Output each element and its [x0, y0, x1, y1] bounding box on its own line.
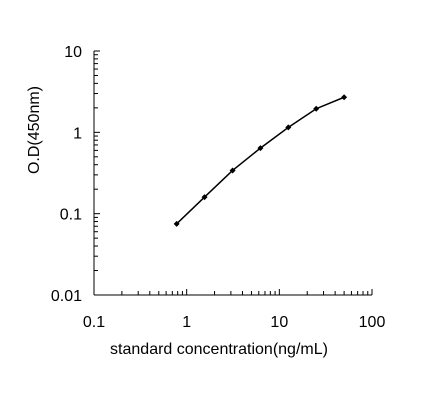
ticks [93, 50, 373, 296]
series-line [176, 96, 345, 225]
series-layer [173, 94, 348, 227]
data-point [173, 220, 180, 227]
data-point [341, 94, 348, 101]
x-axis-title: standard concentration(ng/mL) [110, 341, 328, 358]
y-tick-label: 1 [73, 125, 82, 142]
data-point [229, 167, 236, 174]
axes [93, 51, 372, 296]
data-point [285, 124, 292, 131]
data-point [257, 145, 264, 152]
x-tick-label: 0.1 [83, 314, 105, 331]
data-point [313, 105, 320, 112]
y-tick-label: 0.01 [51, 288, 82, 305]
x-tick-label: 10 [270, 314, 288, 331]
y-tick-label: 0.1 [60, 207, 82, 224]
y-axis-title: O.D(450nm) [26, 86, 43, 174]
x-tick-label: 100 [359, 314, 386, 331]
y-tick-label: 10 [64, 44, 82, 61]
data-point [201, 194, 208, 201]
x-tick-label: 1 [182, 314, 191, 331]
